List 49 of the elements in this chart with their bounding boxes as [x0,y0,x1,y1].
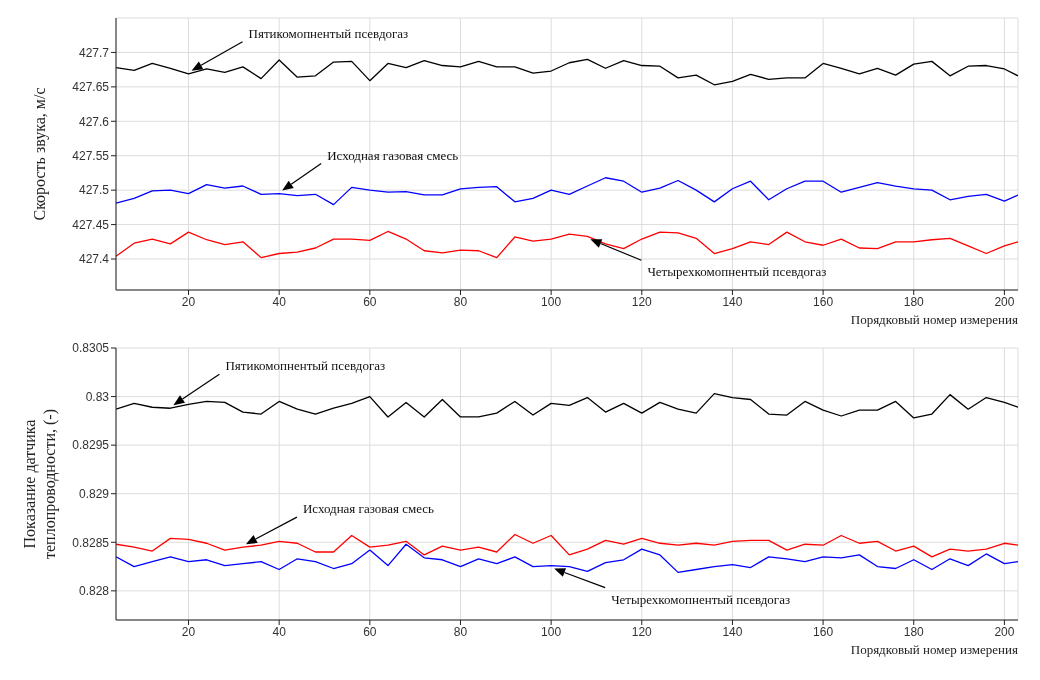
x-tick-label: 200 [994,294,1015,309]
line-series [116,393,1018,419]
x-tick-label: 40 [272,294,287,309]
y-axis-title: Показание датчика теплопроводности, (-) [21,409,59,559]
x-tick-label: 100 [541,624,562,639]
x-tick-label: 160 [813,294,834,309]
y-tick-label: 0.83 [85,389,110,404]
x-axis-title: Порядковый номер измерения [850,312,1019,327]
y-tick-label: 427.5 [78,183,110,198]
x-tick-label: 120 [631,624,653,639]
line-series [116,58,1018,86]
x-tick-label: 140 [722,624,743,639]
x-tick-label: 100 [541,294,562,309]
text: Исходная газовая смесь [302,501,435,517]
x-tick-label: 140 [722,294,743,309]
y-tick-label: 427.55 [72,148,110,163]
x-axis-title: Порядковый номер измерения [850,642,1019,657]
line-series [116,533,1018,558]
y-tick-label: 427.4 [78,252,110,267]
y-tick-label: 427.45 [72,217,110,232]
line-series [116,230,1018,259]
y-axis-title: Скорость звука, м/с [31,87,49,221]
y-tick-label: 0.8295 [72,438,110,453]
x-tick-label: 80 [453,624,468,639]
text: Четырехкомопнентый псевдогаз [611,591,791,607]
x-tick-label: 80 [453,294,468,309]
line-series [116,177,1018,206]
y-tick-label: 427.6 [78,114,110,129]
y-tick-label: 0.828 [78,584,110,599]
y-tick-label: 0.8285 [72,535,110,550]
text: Пятикомопнентый псевдогаз [225,358,386,374]
x-tick-label: 160 [813,624,834,639]
line-series [116,543,1018,574]
y-tick-label: 0.8305 [72,341,110,356]
series-label: Пятикомопнентый псевдогаз [248,25,409,41]
x-tick-label: 60 [363,294,377,309]
x-tick-label: 40 [272,624,287,639]
y-tick-label: 427.7 [78,45,110,60]
x-tick-label: 180 [903,294,925,309]
x-tick-label: 200 [994,624,1015,639]
x-tick-label: 60 [363,624,377,639]
x-tick-label: 20 [181,294,196,309]
y-tick-label: 0.829 [78,486,110,501]
x-tick-label: 180 [903,624,925,639]
y-tick-label: 427.65 [72,80,110,95]
text: Исходная газовая смесь [327,147,459,163]
x-tick-label: 20 [181,624,196,639]
series-label: Четырехкомопнентый псевдогаз [647,264,827,280]
x-tick-label: 120 [631,294,653,309]
